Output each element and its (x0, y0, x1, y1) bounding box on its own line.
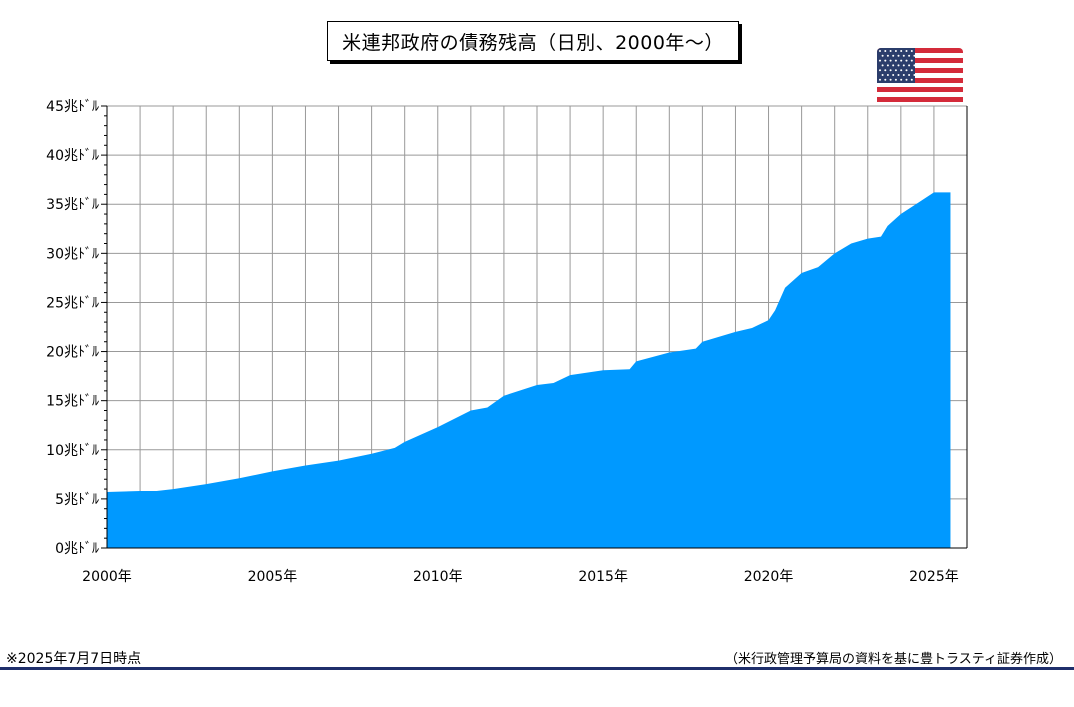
y-tick-label: 25兆ﾄﾞﾙ (46, 295, 99, 311)
footnote: ※2025年7月7日時点 (6, 651, 142, 667)
x-tick-label: 2020年 (744, 569, 794, 585)
x-tick-label: 2025年 (909, 569, 959, 585)
flag-star (886, 64, 889, 67)
flag-star (905, 59, 908, 62)
flag-star (894, 50, 897, 52)
flag-star (881, 64, 884, 67)
flag-star (902, 54, 905, 57)
bottom-rule (0, 667, 1074, 670)
flag-star (879, 50, 881, 52)
flag-star (892, 74, 895, 76)
flag-star (908, 74, 911, 76)
flag-star (889, 78, 892, 81)
y-tick-label: 20兆ﾄﾞﾙ (46, 345, 99, 361)
flag-star (884, 69, 887, 72)
flag-star (900, 69, 903, 72)
x-tick-label: 2000年 (82, 569, 132, 585)
flag-star (892, 54, 895, 57)
flag-star (913, 74, 916, 76)
source-note: （米行政管理予算局の資料を基に豊トラスティ証券作成） (725, 652, 1062, 667)
flag-star (879, 78, 881, 81)
flag-star (894, 59, 897, 62)
flag-star (894, 69, 897, 72)
flag-star (881, 74, 884, 76)
flag-star (902, 74, 905, 76)
flag-star (913, 64, 916, 67)
flag-star (894, 78, 897, 81)
flag-star (902, 64, 905, 67)
flag-star (884, 78, 887, 81)
flag-star (910, 59, 913, 62)
flag-star (897, 74, 900, 76)
flag-star (905, 78, 908, 81)
flag-star (897, 54, 900, 57)
y-tick-label: 30兆ﾄﾞﾙ (46, 246, 99, 262)
flag-star (908, 64, 911, 67)
flag-star (881, 54, 884, 57)
debt-area-chart: 0兆ﾄﾞﾙ 5兆ﾄﾞﾙ 10兆ﾄﾞﾙ 15兆ﾄﾞﾙ 20兆ﾄﾞﾙ 25兆ﾄﾞﾙ 30兆ﾄﾞﾙ… (46, 99, 968, 585)
y-tick-label: 45兆ﾄﾞﾙ (46, 99, 99, 115)
flag-star (908, 54, 911, 57)
chart-title: 米連邦政府の債務残高（日別、2000年～） (327, 21, 739, 61)
flag-star (886, 54, 889, 57)
flag-star (913, 54, 916, 57)
x-tick-label: 2015年 (578, 569, 628, 585)
flag-star (905, 69, 908, 72)
flag-star (910, 50, 913, 52)
flag-star (905, 50, 908, 52)
flag-star (879, 59, 881, 62)
flag-star (900, 78, 903, 81)
flag-star (892, 64, 895, 67)
debt-area-series (107, 192, 951, 549)
flag-star (897, 64, 900, 67)
flag-star (879, 69, 881, 72)
flag-star (900, 50, 903, 52)
y-tick-label: 5兆ﾄﾞﾙ (55, 492, 99, 508)
flag-star (889, 50, 892, 52)
y-tick-label: 10兆ﾄﾞﾙ (46, 443, 99, 459)
flag-star (889, 69, 892, 72)
y-tick-label: 15兆ﾄﾞﾙ (46, 394, 99, 410)
flag-star (889, 59, 892, 62)
y-tick-label: 0兆ﾄﾞﾙ (55, 541, 99, 557)
y-tick-label: 35兆ﾄﾞﾙ (46, 197, 99, 213)
flag-star (886, 74, 889, 76)
flag-star (910, 78, 913, 81)
flag-star (884, 59, 887, 62)
flag-star (910, 69, 913, 72)
flag-star (900, 59, 903, 62)
flag-star (884, 50, 887, 52)
x-tick-label: 2005年 (248, 569, 298, 585)
x-tick-label: 2010年 (413, 569, 463, 585)
y-tick-label: 40兆ﾄﾞﾙ (46, 148, 99, 164)
